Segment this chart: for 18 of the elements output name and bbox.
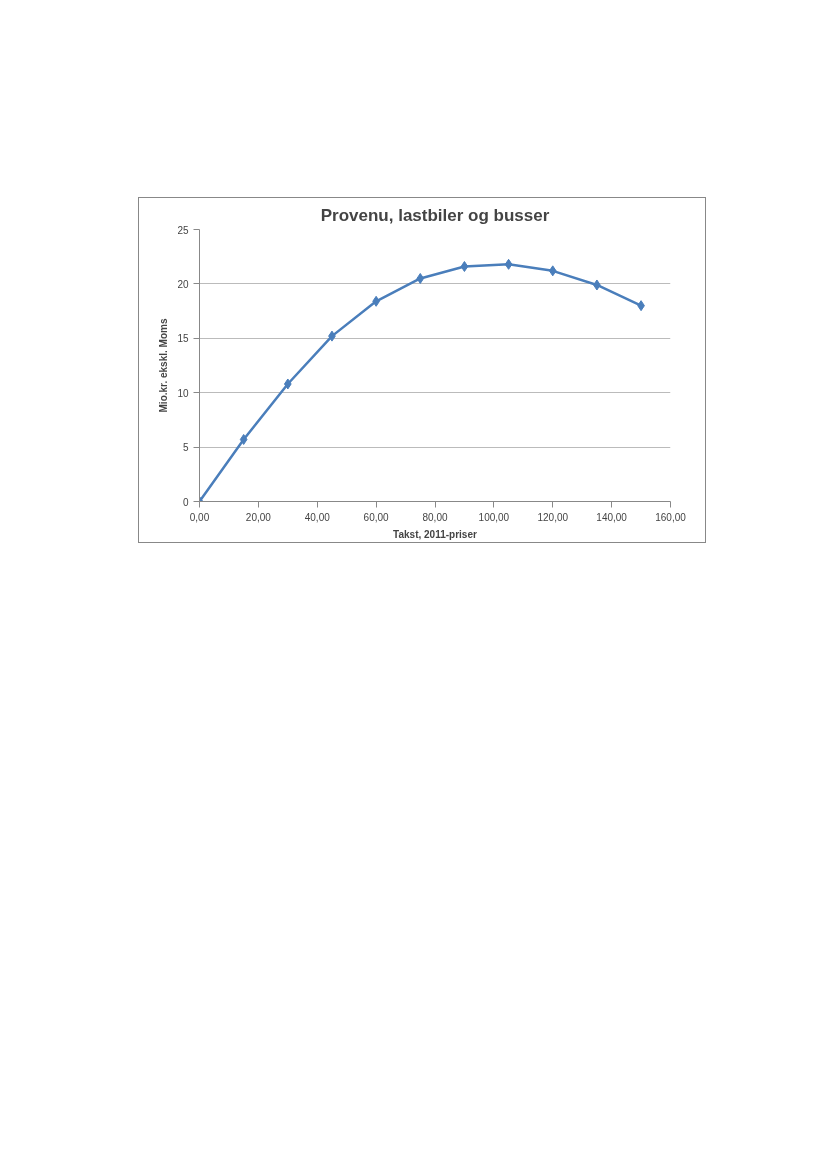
x-tick-label: 20,00 [245, 511, 272, 523]
x-tick-label: 60,00 [363, 511, 390, 523]
y-tick-label: 10 [177, 387, 189, 399]
y-tick-label: 0 [182, 496, 189, 508]
y-tick-label: 15 [177, 333, 189, 345]
y-tick-label: 25 [177, 224, 189, 236]
x-tick-label: 0,00 [189, 511, 210, 523]
x-tick-label: 80,00 [422, 511, 448, 523]
x-tick-label: 100,00 [478, 511, 510, 523]
chart-title: Provenu, lastbiler og busser [320, 205, 550, 225]
y-axis-title: Mio.kr. ekskl. Moms [158, 318, 170, 413]
x-tick-label: 160,00 [655, 511, 687, 523]
x-tick-label: 120,00 [537, 511, 569, 523]
x-tick-label: 140,00 [596, 511, 628, 523]
y-tick-label: 20 [177, 278, 189, 290]
x-tick-label: 40,00 [304, 511, 331, 523]
y-tick-label: 5 [182, 442, 189, 454]
x-axis-title: Takst, 2011-priser [393, 528, 477, 540]
